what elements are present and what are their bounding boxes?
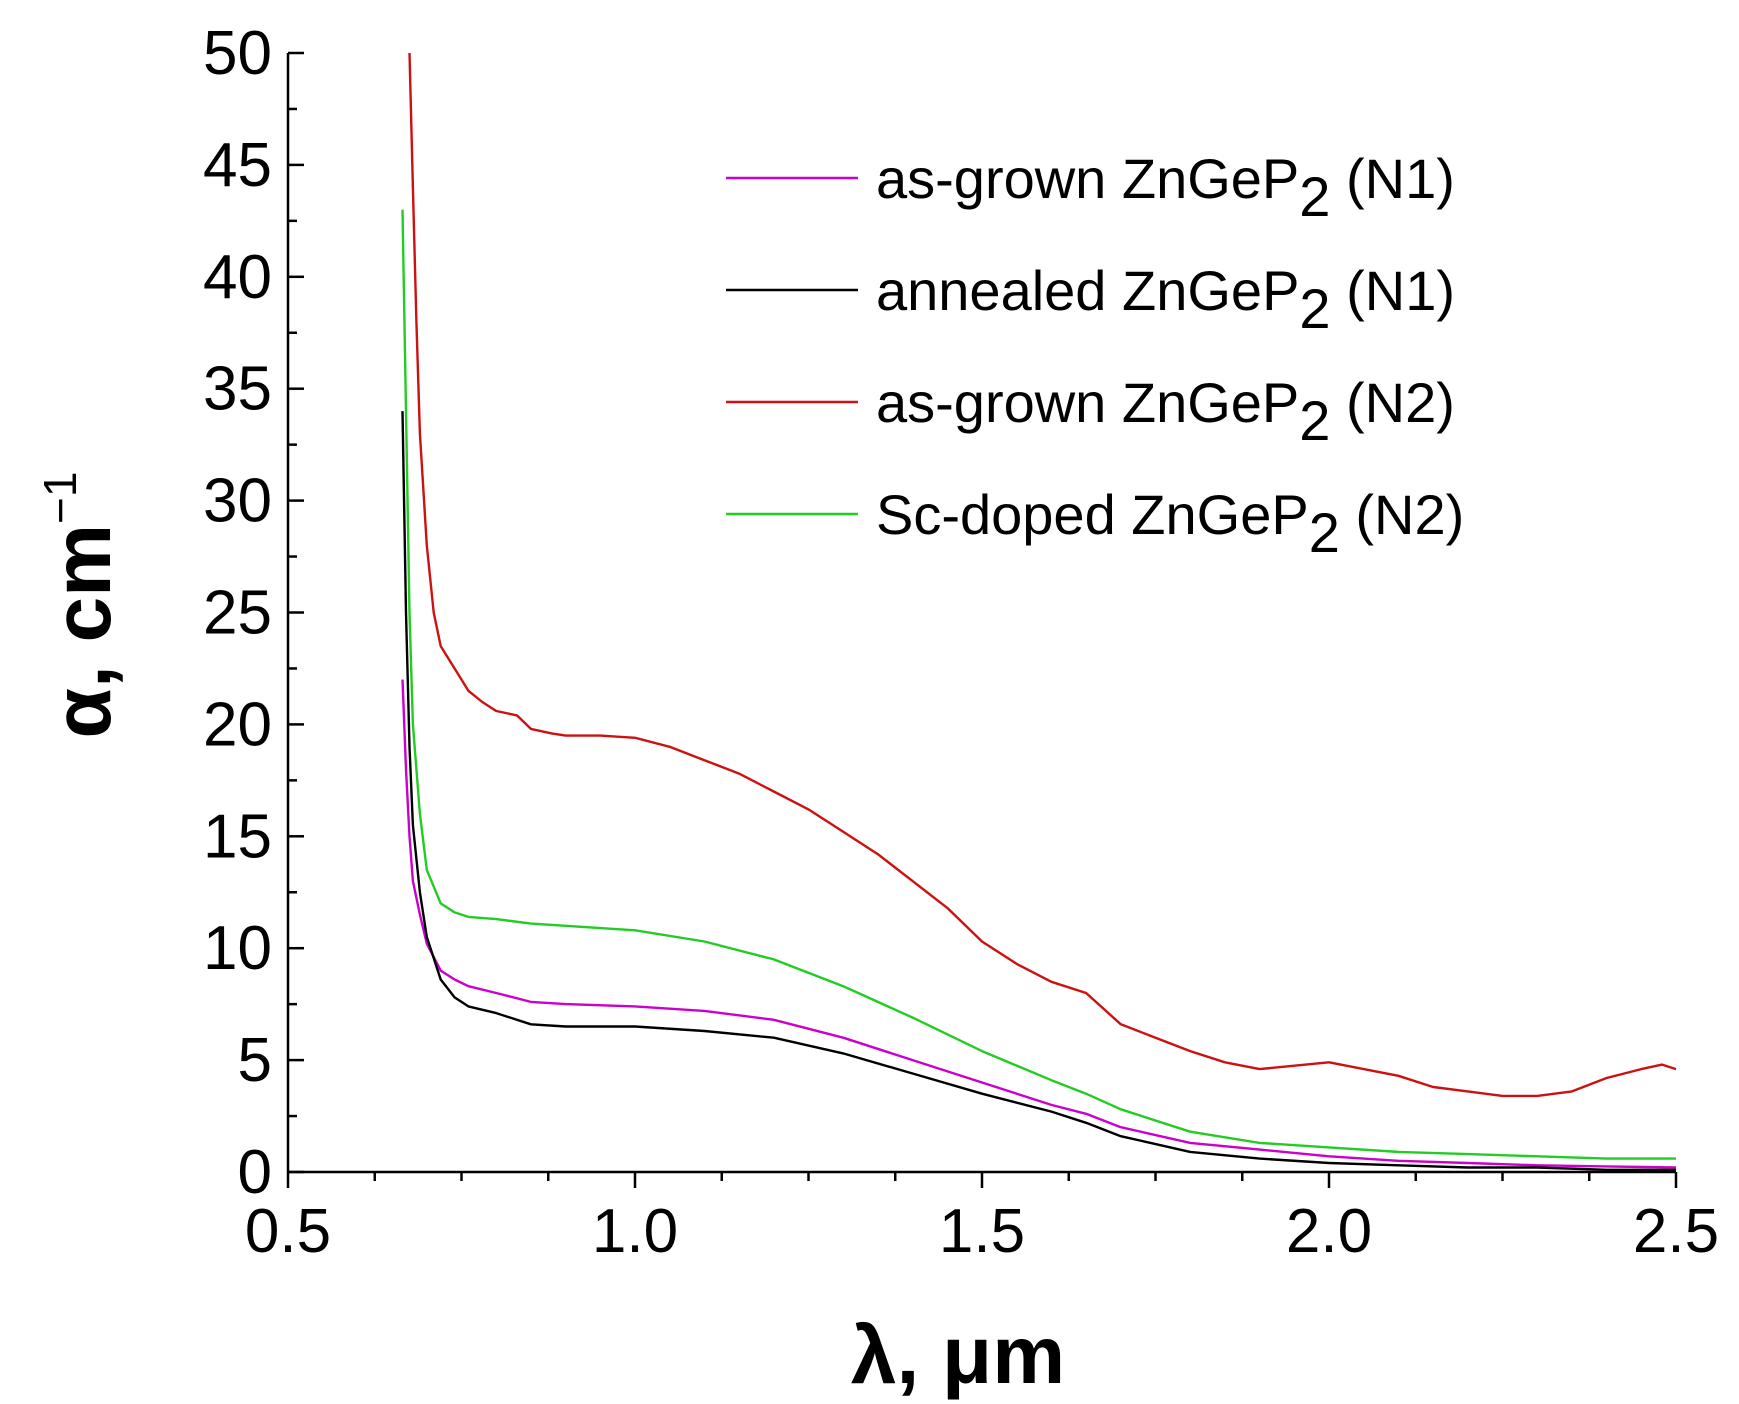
legend: as-grown ZnGeP2 (N1) annealed ZnGeP2 (N1)… [726, 147, 1464, 564]
x-tick-label: 2.5 [1633, 1197, 1719, 1266]
y-tick-label: 15 [203, 802, 272, 871]
legend-label-1: as-grown ZnGeP2 (N1) [876, 147, 1455, 228]
y-tick-label: 5 [238, 1026, 272, 1095]
series-line-1 [401, 679, 1677, 1169]
series-line-3 [408, 52, 1677, 1098]
legend-label-2: annealed ZnGeP2 (N1) [876, 259, 1455, 340]
y-tick-label: 35 [203, 355, 272, 424]
axes: 0 5 10 15 20 25 30 35 40 45 50 0.5 1.0 1.5 2.0 2.5 [203, 19, 1719, 1266]
y-tick-label: 45 [203, 131, 272, 200]
y-tick-label: 50 [203, 19, 272, 88]
legend-label-4: Sc-doped ZnGeP2 (N2) [876, 483, 1464, 564]
y-axis-title: α, cm−1 [34, 472, 128, 739]
series-line-4 [401, 209, 1676, 1160]
y-tick-label: 10 [203, 914, 272, 983]
y-axis-title-main: α, cm [37, 524, 128, 739]
y-tick-label: 40 [203, 243, 272, 312]
x-tick-label: 1.0 [592, 1197, 678, 1266]
y-tick-label: 0 [238, 1138, 272, 1207]
x-tick-label: 1.5 [939, 1197, 1025, 1266]
x-axis-title: λ, μm [851, 1310, 1065, 1401]
x-tick-label: 2.0 [1286, 1197, 1372, 1266]
plot-area [401, 52, 1677, 1171]
series-line-2 [401, 411, 1676, 1171]
y-axis-title-superscript: −1 [34, 472, 86, 524]
svg-text:α, cm−1: α, cm−1 [34, 472, 128, 739]
legend-label-3: as-grown ZnGeP2 (N2) [876, 371, 1455, 452]
x-tick-label: 0.5 [245, 1197, 331, 1266]
y-tick-label: 25 [203, 579, 272, 648]
y-tick-label: 30 [203, 467, 272, 536]
y-tick-label: 20 [203, 690, 272, 759]
